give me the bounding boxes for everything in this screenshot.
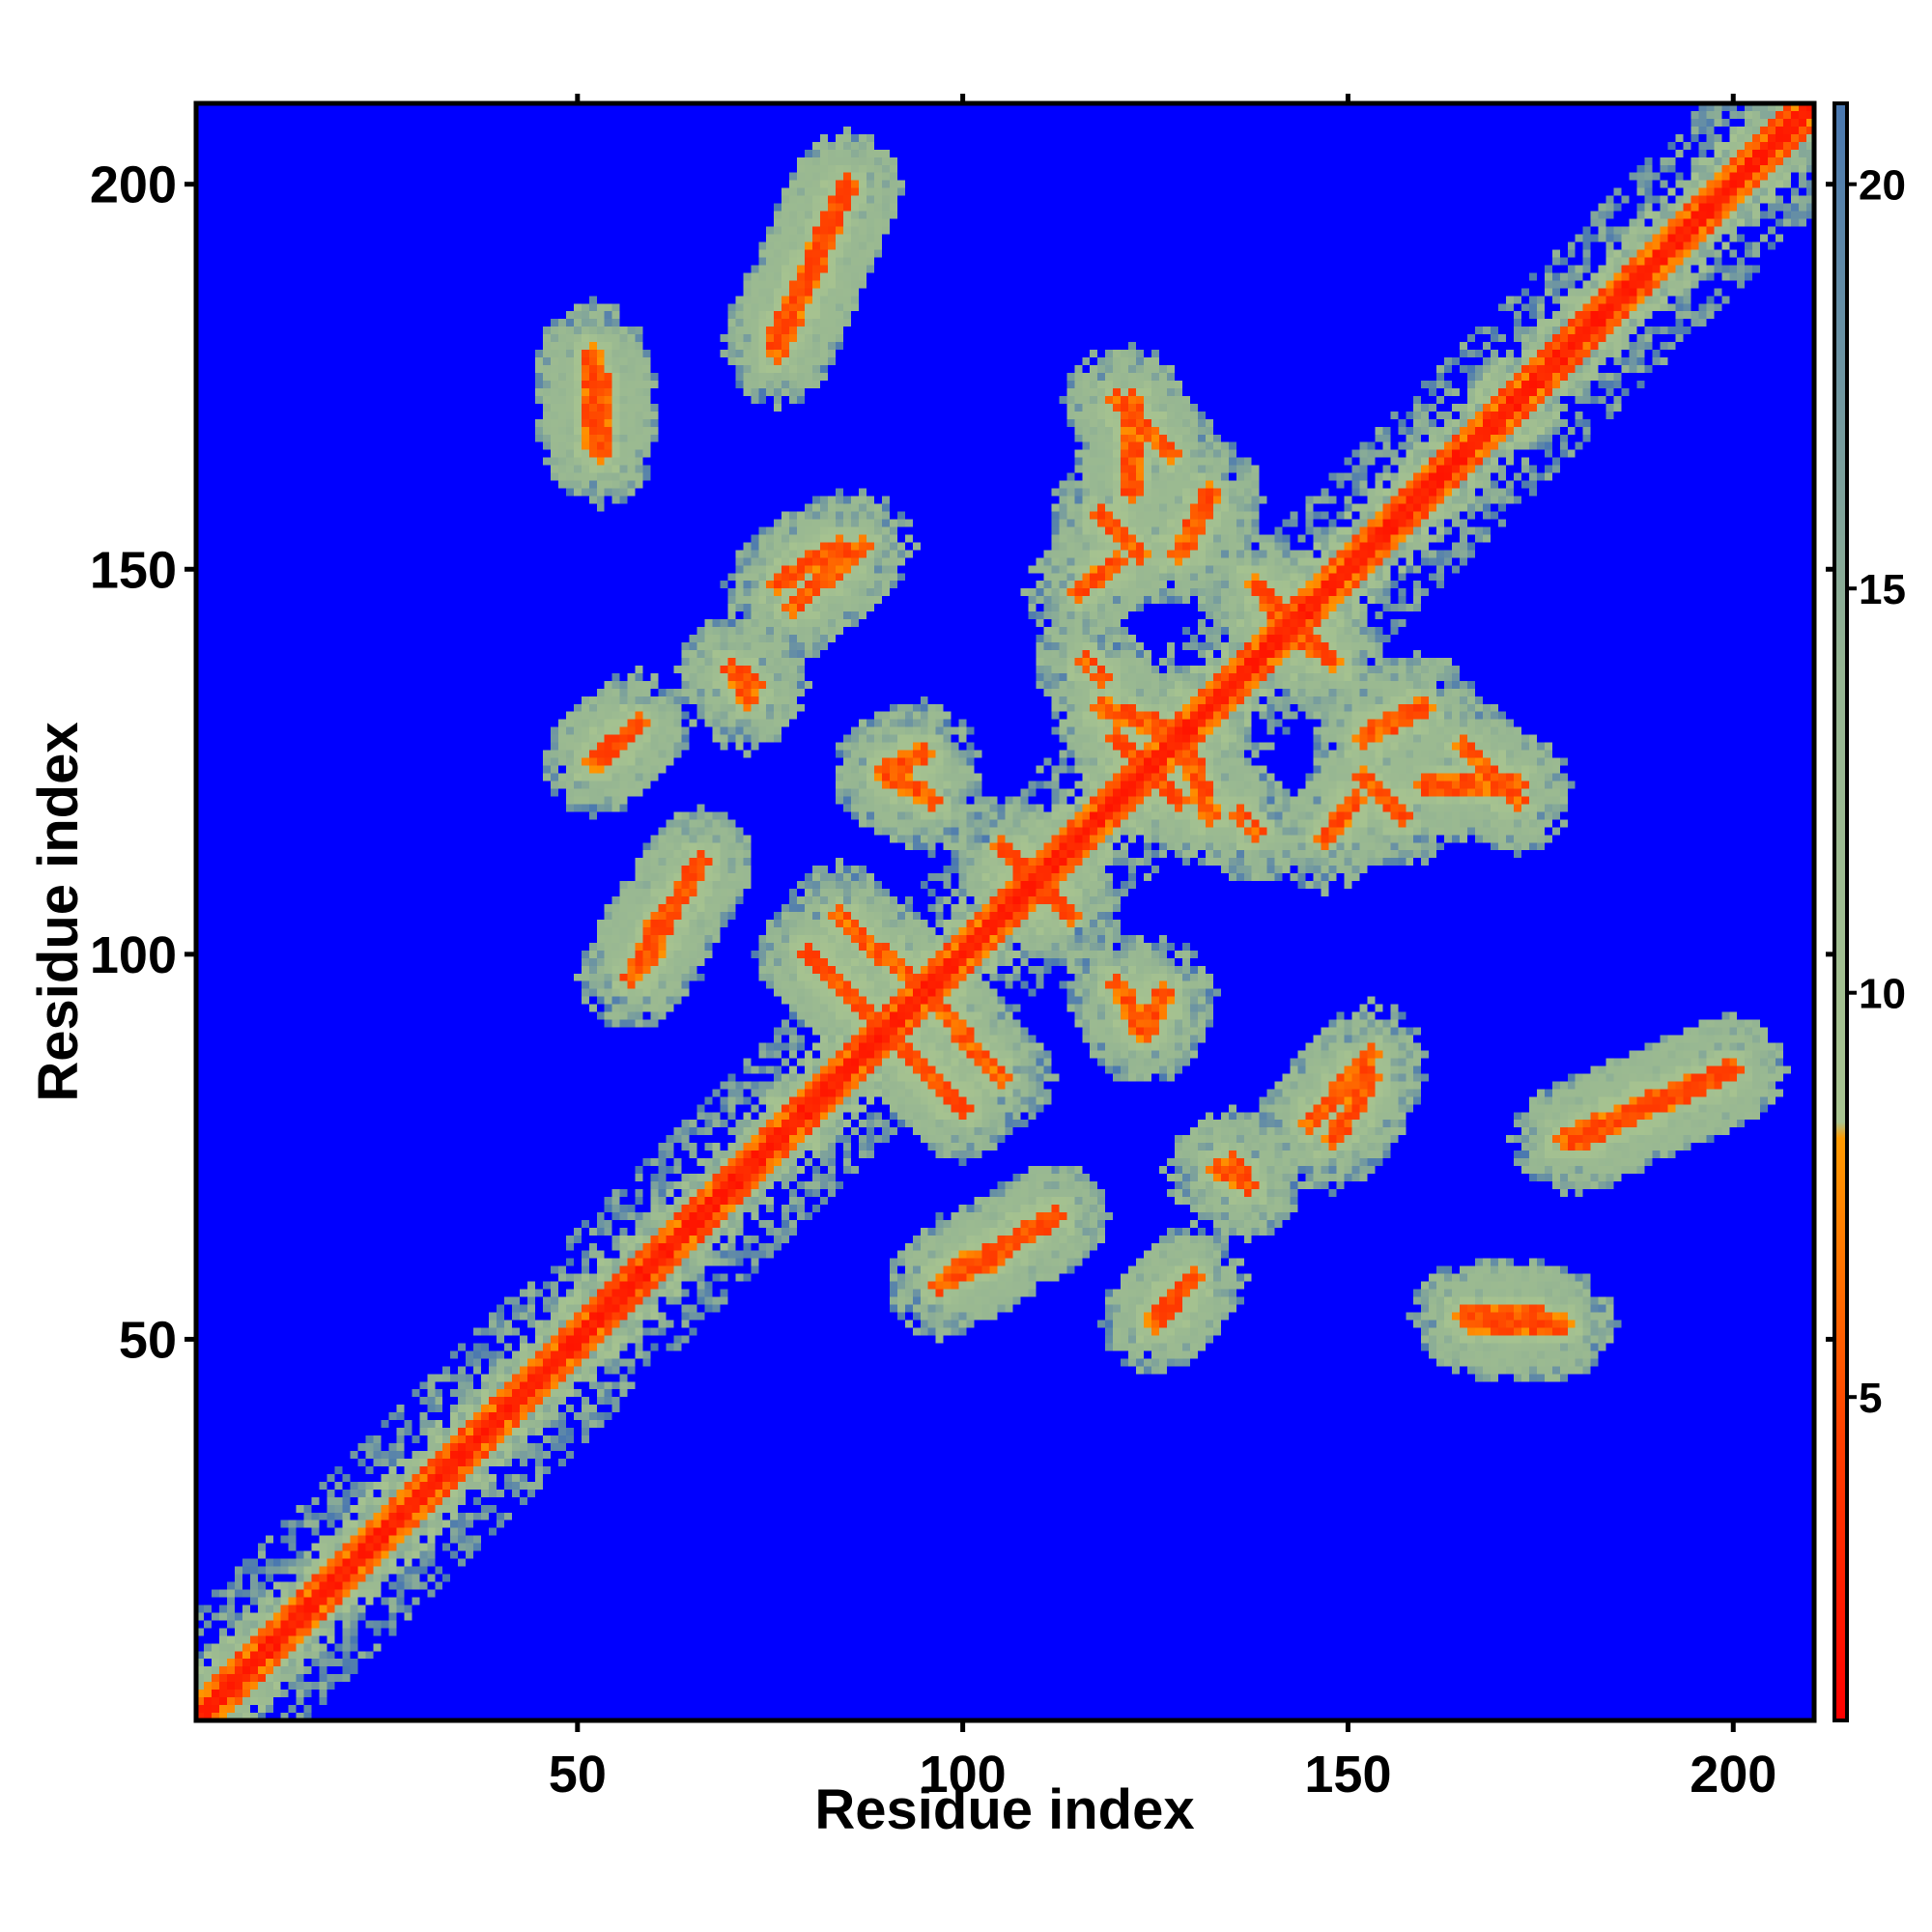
x-tick-label: 50: [549, 1746, 607, 1804]
colorbar-tick-label: 20: [1859, 162, 1906, 210]
y-tick-label: 100: [90, 926, 177, 984]
y-tick-label: 150: [90, 541, 177, 599]
y-tick-label: 200: [90, 156, 177, 214]
x-tick-label: 200: [1690, 1746, 1776, 1804]
x-axis: 50 100 150 200: [549, 1720, 1776, 1804]
x-axis-title: Residue index: [814, 1778, 1194, 1841]
heatmap-plot-area: [193, 100, 1817, 1723]
colorbar-tick-label: 15: [1859, 566, 1906, 613]
x-tick-label: 150: [1304, 1746, 1391, 1804]
colorbar-tick-label: 5: [1859, 1375, 1882, 1422]
y-tick-label: 50: [119, 1311, 177, 1369]
y-axis: 50 100 150 200: [90, 156, 196, 1369]
colorbar-ticks: 5 10 15 20: [1847, 162, 1906, 1422]
x-tick-label: 100: [920, 1746, 1007, 1804]
heatmap-cells: [196, 103, 1814, 1720]
colorbar: 5 10 15 20: [1833, 101, 1906, 1722]
plot-frame: [193, 100, 1817, 1723]
y-axis-title: Residue index: [27, 722, 90, 1101]
colorbar-gradient: [1833, 101, 1849, 1722]
colorbar-tick-label: 10: [1859, 971, 1906, 1018]
top-axis-ticks: [575, 94, 1736, 103]
